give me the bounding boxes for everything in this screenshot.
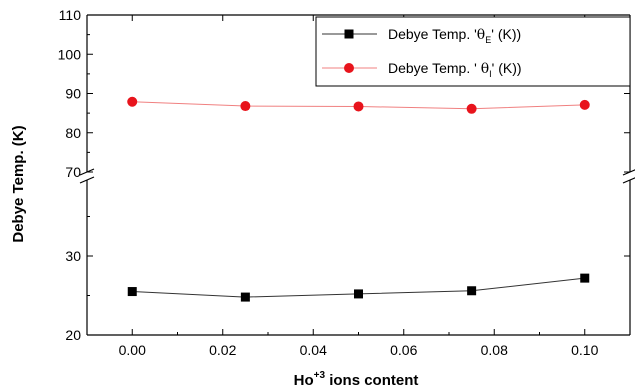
x-tick-label-0.08: 0.08 (481, 342, 508, 358)
x-tick-label-0.02: 0.02 (209, 342, 236, 358)
y-tick-label-90: 90 (65, 86, 81, 102)
data-point-theta-e-1 (240, 292, 250, 302)
x-axis-title-rest: ions content (325, 372, 418, 389)
x-axis-title-sup: +3 (314, 370, 326, 381)
legend-label-theta-i: Debye Temp. ' θI' (K)) (388, 60, 522, 79)
x-tick-label-0.06: 0.06 (390, 342, 417, 358)
x-axis-ticks: 0.00 0.02 0.04 0.06 0.08 0.10 (119, 15, 599, 358)
axis-break-marks (79, 168, 635, 184)
y-axis-title: Debye Temp. (K) (10, 125, 27, 242)
y-tick-label-110: 110 (59, 7, 82, 23)
legend-marker-theta-i (344, 63, 354, 73)
legend-box (315, 16, 631, 87)
legend-item-theta-i: Debye Temp. ' θI' (K)) (322, 60, 522, 79)
data-point-theta-e-4 (580, 273, 590, 283)
data-point-theta-i-4 (579, 99, 590, 110)
legend-label-theta-i-prefix: Debye Temp. ' (388, 60, 481, 76)
series-theta-i (127, 96, 590, 114)
legend-label-theta-e-prefix: Debye Temp. ' (388, 26, 477, 42)
series-theta-e (127, 273, 590, 302)
y-axis-ticks: 70 80 90 100 110 20 30 (58, 7, 630, 343)
data-point-theta-i-1 (240, 101, 251, 112)
data-point-theta-i-2 (353, 101, 364, 112)
x-axis-title-base: Ho (294, 372, 314, 389)
y-tick-label-70: 70 (65, 164, 81, 180)
data-point-theta-i-3 (466, 103, 477, 114)
legend-label-theta-e: Debye Temp. 'θE' (K)) (388, 26, 521, 45)
legend-label-theta-i-symbol: θ (481, 61, 489, 77)
data-point-theta-e-3 (467, 286, 477, 296)
data-point-theta-i-0 (127, 96, 138, 107)
legend-label-theta-e-suffix: ' (K)) (491, 26, 521, 42)
x-tick-label-0.04: 0.04 (300, 342, 327, 358)
x-tick-label-0.00: 0.00 (119, 342, 146, 358)
break-mark-right-2 (622, 177, 635, 184)
x-tick-label-0.10: 0.10 (571, 342, 598, 358)
legend-label-theta-i-sub: I (489, 69, 492, 79)
legend: Debye Temp. 'θE' (K)) Debye Temp. ' θI' … (315, 16, 631, 87)
series-layer (127, 96, 590, 302)
legend-item-theta-e: Debye Temp. 'θE' (K)) (322, 26, 521, 45)
y-tick-label-30: 30 (65, 248, 81, 264)
x-axis-title: Ho+3 ions content (294, 370, 419, 389)
legend-marker-theta-e (344, 29, 354, 39)
legend-label-theta-i-suffix: ' (K)) (492, 60, 522, 76)
legend-label-theta-e-symbol: θ (477, 27, 485, 43)
legend-label-theta-e-sub: E (485, 35, 491, 45)
y-tick-label-20: 20 (65, 327, 81, 343)
y-tick-label-80: 80 (65, 125, 81, 141)
data-point-theta-e-2 (354, 289, 363, 299)
y-tick-label-100: 100 (58, 46, 82, 62)
break-mark-left-2 (79, 176, 95, 184)
data-point-theta-e-0 (127, 287, 137, 297)
